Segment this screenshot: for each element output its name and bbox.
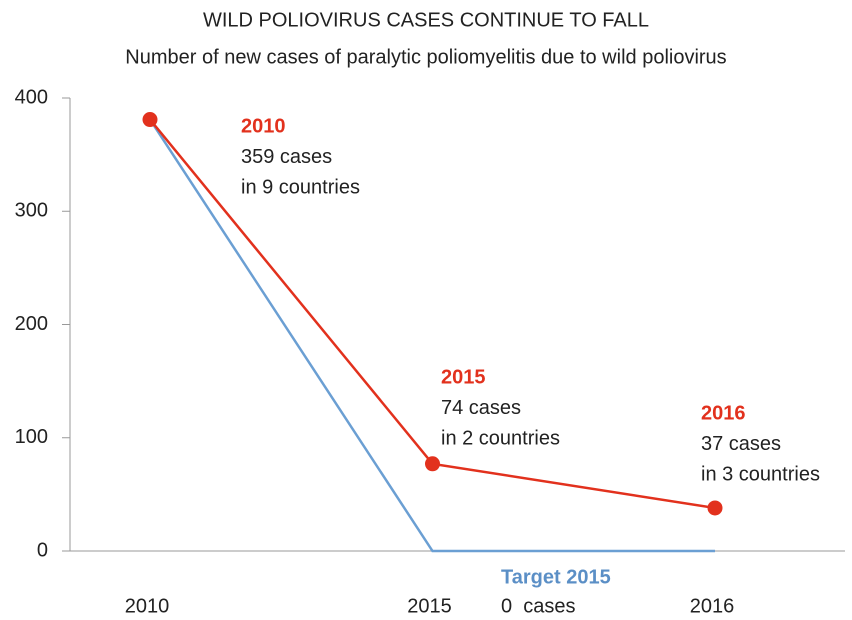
annotation-title: 2010 [241,115,286,137]
series-line [148,118,715,553]
data-point [142,112,158,128]
annotation-line: 74 cases [441,397,521,419]
data-point [425,456,440,472]
annotation-line: 37 cases [701,433,781,455]
annotation-line: in 9 countries [241,176,360,198]
annotation-title: Target 2015 [501,566,611,588]
y-tick-label: 200 [15,313,48,335]
chart-title: WILD POLIOVIRUS CASES CONTINUE TO FALL [203,9,649,31]
annotation-line: 359 cases [241,146,332,168]
x-tick-label: 2010 [125,595,170,617]
chart-subtitle: Number of new cases of paralytic poliomy… [125,46,726,68]
annotation-line: 0 cases [501,595,575,617]
annotation-title: 2016 [701,402,746,424]
x-tick-label: 2016 [690,595,735,617]
series-line [149,118,716,510]
y-tick-label: 400 [15,86,48,108]
x-tick-label: 2015 [407,595,452,617]
y-tick-label: 0 [37,539,48,561]
annotation-line: in 3 countries [701,463,820,485]
y-tick-label: 300 [15,200,48,222]
annotation-line: in 2 countries [441,427,560,449]
data-point [707,500,723,516]
y-tick-label: 100 [15,426,48,448]
annotation-title: 2015 [441,366,486,388]
